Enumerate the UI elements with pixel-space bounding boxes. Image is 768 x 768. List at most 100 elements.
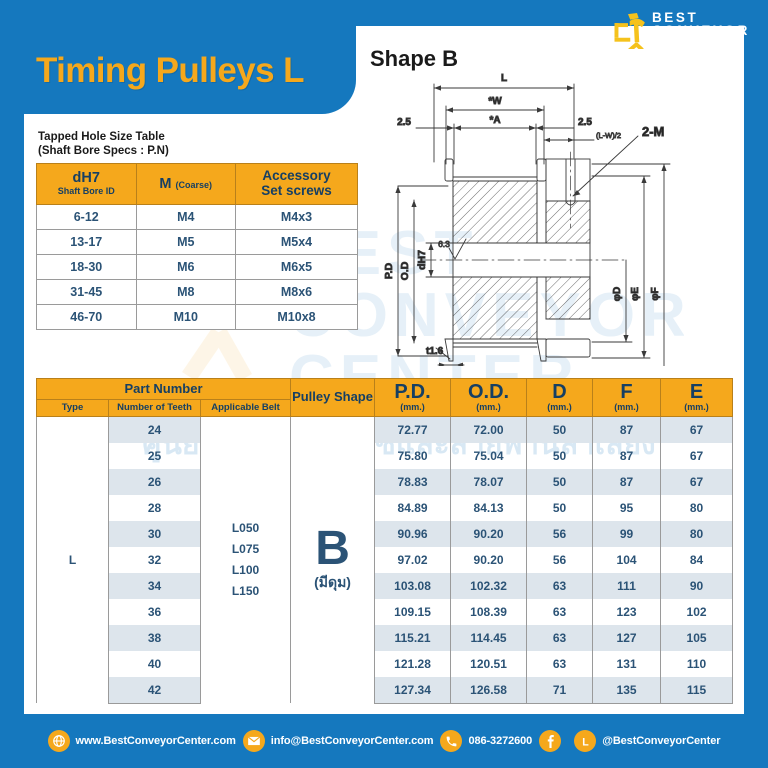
cell-teeth: 28 [108, 494, 201, 521]
page-title: Timing Pulleys L [36, 50, 304, 90]
drawing-label-t16: t1.6 [426, 346, 444, 357]
cell-teeth: 38 [108, 624, 201, 651]
cell-e: 80 [660, 520, 734, 547]
cell-e: 90 [660, 572, 734, 599]
cell-pd: 115.21 [374, 624, 452, 651]
title-banner: Timing Pulleys L [24, 26, 356, 114]
drawing-label-right-2-5: 2.5 [578, 117, 592, 128]
tapped-hole-caption-line2: (Shaft Bore Specs : P.N) [38, 145, 169, 158]
tapped-hole-header-row: dH7 Shaft Bore ID M (Coarse) Accessory S… [36, 163, 358, 206]
cell-f: 131 [592, 650, 662, 677]
cell-m: M10 [135, 304, 236, 331]
drawing-label-phiE: φE [630, 287, 641, 301]
cell-od: 108.39 [450, 598, 528, 625]
cell-e: 80 [660, 494, 734, 521]
table-row: 28 84.89 84.13 50 95 80 [37, 494, 734, 521]
footer-phone[interactable]: 086-3272600 [440, 730, 532, 752]
cell-d: 50 [526, 468, 594, 495]
drawing-label-phiF: φF [650, 287, 661, 300]
cell-pd: 121.28 [374, 650, 452, 677]
belt-option: L150 [231, 583, 260, 598]
cell-setscrew: M6x5 [235, 254, 358, 281]
cell-od: 78.07 [450, 468, 528, 495]
table-row: 36 109.15 108.39 63 123 102 [37, 598, 734, 625]
footer-website[interactable]: www.BestConveyorCenter.com [47, 730, 236, 752]
cell-e: 67 [660, 415, 734, 443]
cell-belt: L050 L075 L100 L150 [199, 415, 292, 704]
cell-d: 56 [526, 546, 594, 573]
drawing-label-A: *A [489, 115, 500, 126]
table-row: 38 115.21 114.45 63 127 105 [37, 624, 734, 651]
cell-teeth: 32 [108, 546, 201, 573]
cell-setscrew: M10x8 [235, 304, 358, 331]
footer-contact-bar: www.BestConveyorCenter.com info@BestConv… [0, 714, 768, 768]
drawing-label-W: *W [488, 96, 502, 107]
belt-option: L075 [231, 541, 260, 556]
cell-teeth: 25 [108, 442, 201, 469]
brand-line-2: CONVEYOR [651, 22, 750, 38]
table-row: 46-70 M10 M10x8 [36, 304, 358, 331]
cell-setscrew: M5x4 [235, 229, 358, 256]
cell-teeth: 36 [108, 598, 201, 625]
footer-email-label: info@BestConveyorCenter.com [270, 735, 434, 747]
footer-line-label: @BestConveyorCenter [602, 735, 721, 747]
cell-setscrew: M4x3 [235, 204, 358, 231]
drawing-label-PD: P.D [383, 263, 395, 280]
header-pulley-shape: Pulley Shape [290, 378, 376, 417]
drawing-label-left-2-5: 2.5 [397, 117, 411, 128]
footer-line[interactable]: L @BestConveyorCenter [574, 730, 721, 752]
tapped-hole-caption-line1: Tapped Hole Size Table [38, 131, 165, 143]
tapped-header-bore: dH7 Shaft Bore ID [36, 163, 137, 206]
header-od: O.D. (mm.) [450, 378, 528, 417]
table-row: 25 75.80 75.04 50 87 67 [37, 442, 734, 469]
cell-od: 114.45 [450, 624, 528, 651]
cell-pd: 127.34 [374, 676, 452, 704]
brand-line-1: BEST [651, 10, 699, 25]
cell-setscrew: M8x6 [235, 279, 358, 306]
spec-header-row-2: Type Number of Teeth Applicable Belt [36, 398, 733, 417]
globe-icon [47, 730, 70, 752]
spec-table-body: L 24 L050 L075 L100 L150 B (มีดุม) 72.77 [36, 415, 734, 704]
cell-f: 111 [592, 572, 662, 599]
cell-f: 104 [592, 546, 662, 573]
cell-teeth: 26 [108, 468, 201, 495]
footer-facebook[interactable] [539, 730, 567, 752]
cell-d: 56 [526, 520, 594, 547]
cell-bore: 18-30 [36, 254, 137, 281]
footer-email[interactable]: info@BestConveyorCenter.com [242, 730, 434, 752]
cell-bore: 31-45 [36, 279, 137, 306]
content-card: BEST CONVEYOR CENTER ศูนย์รวมโรงงาน โซ่แ… [24, 26, 744, 714]
brand-line-3: CENTER [651, 35, 724, 51]
cell-m: M4 [135, 204, 236, 231]
cell-pd: 90.96 [374, 520, 452, 547]
cell-d: 63 [526, 650, 594, 677]
pulley-spec-table: Part Number Pulley Shape P.D. (mm.) O.D.… [35, 378, 734, 704]
cell-d: 50 [526, 442, 594, 469]
tapped-header-m: M (Coarse) [135, 163, 236, 206]
table-row: 6-12 M4 M4x3 [36, 204, 358, 231]
drawing-label-phiD: φD [612, 287, 623, 301]
cell-pd: 109.15 [374, 598, 452, 625]
cell-e: 84 [660, 546, 734, 573]
cell-d: 63 [526, 572, 594, 599]
spec-table-section: Part Number Pulley Shape P.D. (mm.) O.D.… [35, 378, 734, 704]
cell-bore: 46-70 [36, 304, 137, 331]
table-row: 34 103.08 102.32 63 111 90 [37, 572, 734, 599]
cell-od: 126.58 [450, 676, 528, 704]
cell-e: 115 [660, 676, 734, 704]
table-row: 13-17 M5 M5x4 [36, 229, 358, 256]
cell-od: 72.00 [450, 415, 528, 443]
cell-od: 90.20 [450, 546, 528, 573]
table-row: 26 78.83 78.07 50 87 67 [37, 468, 734, 495]
cell-bore: 13-17 [36, 229, 137, 256]
header-teeth: Number of Teeth [108, 398, 201, 417]
tapped-hole-caption: Tapped Hole Size Table (Shaft Bore Specs… [36, 130, 366, 158]
footer-website-label: www.BestConveyorCenter.com [75, 735, 236, 747]
svg-text:L: L [582, 736, 589, 748]
spec-header-row-1: Part Number Pulley Shape P.D. (mm.) O.D.… [35, 378, 734, 417]
header-type: Type [36, 398, 109, 417]
phone-icon [440, 730, 463, 752]
cell-m: M6 [135, 254, 236, 281]
cell-od: 90.20 [450, 520, 528, 547]
cell-f: 87 [592, 442, 662, 469]
